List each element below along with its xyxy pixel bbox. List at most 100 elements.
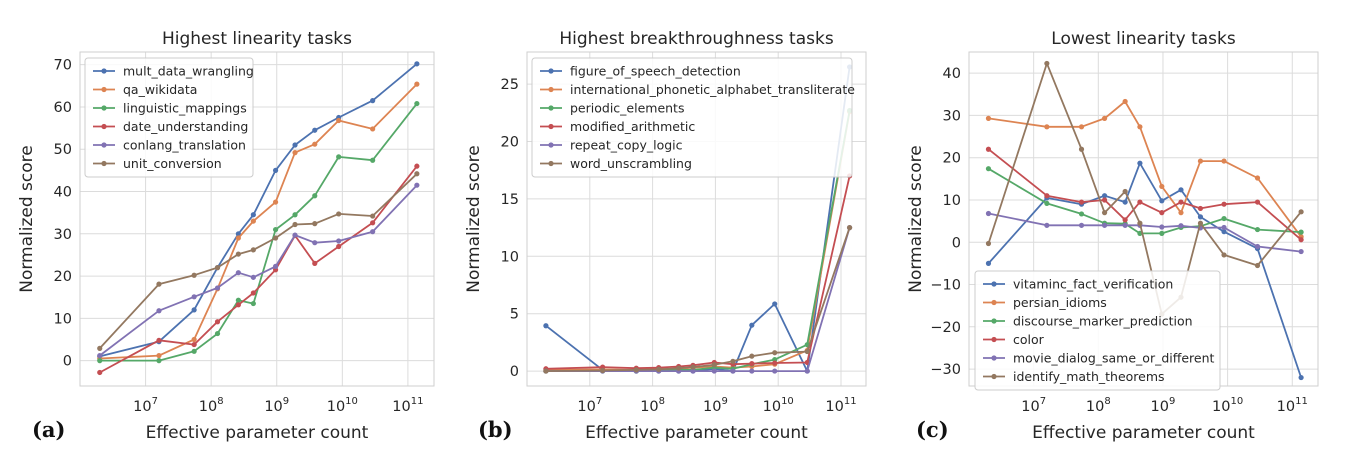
y-tick-label: 25 (501, 77, 519, 93)
data-point-conlang_translation (97, 352, 103, 359)
data-point-mult_data_wrangling (191, 307, 197, 313)
y-tick-label: 0 (63, 354, 72, 370)
y-tick-label: −10 (930, 278, 961, 294)
data-point-qa_wikidata (235, 235, 241, 241)
y-tick-label: 5 (510, 307, 519, 323)
data-point-discourse_marker_prediction (1078, 211, 1085, 217)
x-tick-label: 109 (264, 396, 289, 415)
data-point-movie_dialog_same_or_different (1178, 223, 1184, 229)
x-tick-label: 107 (1021, 396, 1046, 415)
plot-area-frame (526, 51, 867, 387)
data-point-linguistic_mappings (250, 300, 256, 307)
data-point-qa_wikidata (250, 218, 256, 224)
legend-entry: unit_conversion (123, 156, 222, 171)
data-point-date_understanding (312, 260, 318, 266)
legend-marker (548, 142, 554, 148)
legend-entry: figure_of_speech_detection (570, 64, 741, 79)
legend-entry: linguistic_mappings (123, 101, 247, 116)
x-tick-base: 10 (1086, 399, 1104, 415)
y-tick-label: 10 (943, 193, 961, 209)
legend-box (531, 57, 853, 178)
chart-title: Highest linearity tasks (162, 29, 352, 49)
series-line-movie_dialog_same_or_different (988, 212, 1302, 253)
x-tick-label: 108 (640, 396, 665, 415)
y-axis-label: Normalized score (464, 145, 484, 293)
x-axis-label: Effective parameter count (1032, 423, 1255, 443)
data-point-linguistic_mappings (370, 157, 376, 163)
x-tick-base: 10 (199, 399, 217, 415)
data-point-qa_wikidata (292, 150, 298, 156)
x-tick-base: 10 (1021, 399, 1039, 415)
series-line-color (987, 148, 1302, 241)
data-point-conlang_translation (336, 238, 342, 244)
x-tick-label: 1011 (1277, 396, 1308, 415)
data-point-unit_conversion (97, 345, 103, 351)
data-point-persian_idioms (1178, 210, 1184, 216)
data-point-identify_math_theorems (1137, 220, 1143, 226)
data-point-repeat_copy_logic (772, 368, 778, 374)
plot-area-frame (79, 51, 435, 387)
data-point-date_understanding (97, 369, 103, 376)
series-line-word_unscrambling (545, 227, 851, 372)
y-tick-label: 10 (54, 311, 72, 327)
data-point-persian_idioms (1122, 98, 1128, 105)
series-line-modified_arithmetic (545, 175, 851, 370)
data-point-qa_wikidata (312, 141, 318, 147)
y-axis-label: Normalized score (906, 145, 926, 293)
legend-marker (548, 105, 554, 111)
data-point-vitaminc_fact_verification (1197, 214, 1204, 220)
x-tick-exponent: 10 (781, 396, 794, 407)
data-point-unit_conversion (312, 221, 318, 227)
data-point-linguistic_mappings (97, 358, 103, 364)
data-point-unit_conversion (292, 221, 298, 228)
data-point-persian_idioms (1221, 158, 1227, 164)
legend-marker (101, 105, 107, 111)
data-point-qa_wikidata (370, 126, 376, 132)
y-tick-label: −30 (930, 362, 961, 378)
data-point-repeat_copy_logic (804, 368, 810, 374)
data-point-conlang_translation (312, 240, 318, 246)
data-point-vitaminc_fact_verification (1178, 187, 1184, 193)
x-axis-label: Effective parameter count (146, 423, 369, 443)
y-tick-label: 50 (54, 142, 72, 158)
x-axis-label: Effective parameter count (585, 423, 808, 443)
series-line-mult_data_wrangling (99, 63, 418, 358)
data-point-linguistic_mappings (191, 348, 197, 354)
data-point-figure_of_speech_detection (543, 323, 549, 329)
y-tick-label: 0 (510, 364, 519, 380)
data-point-conlang_translation (156, 308, 162, 314)
x-tick-label: 1011 (392, 396, 423, 415)
data-point-conlang_translation (414, 182, 420, 188)
x-tick-base: 10 (640, 399, 658, 415)
data-point-movie_dialog_same_or_different (1078, 222, 1085, 228)
legend: mult_data_wrangling qa_wikidata linguistic… (84, 57, 254, 178)
data-point-color (1044, 193, 1050, 199)
data-point-identify_math_theorems (1221, 252, 1227, 258)
data-point-conlang_translation (235, 270, 241, 276)
data-point-date_understanding (370, 220, 376, 226)
legend-marker (548, 68, 554, 74)
data-point-vitaminc_fact_verification (1137, 160, 1143, 166)
data-point-date_understanding (191, 341, 197, 348)
data-point-identify_math_theorems (1044, 60, 1050, 67)
legend-entry: color (1013, 332, 1045, 347)
legend-entry: modified_arithmetic (570, 119, 695, 134)
data-point-word_unscrambling (656, 366, 662, 372)
legend-entry: mult_data_wrangling (123, 64, 254, 79)
y-tick-label: 40 (54, 185, 72, 201)
data-point-vitaminc_fact_verification (1122, 199, 1128, 205)
data-point-date_understanding (336, 243, 342, 250)
data-point-word_unscrambling (690, 364, 696, 370)
data-point-color (1197, 205, 1204, 212)
x-tick-label: 1010 (1212, 396, 1243, 415)
data-point-word_unscrambling (633, 367, 639, 373)
data-point-persian_idioms (985, 115, 992, 121)
data-point-color (1159, 210, 1165, 216)
x-tick-base: 10 (392, 399, 410, 415)
data-point-qa_wikidata (156, 352, 162, 359)
data-point-modified_arithmetic (749, 361, 755, 367)
data-point-conlang_translation (250, 274, 256, 280)
x-tick-exponent: 9 (721, 396, 727, 407)
